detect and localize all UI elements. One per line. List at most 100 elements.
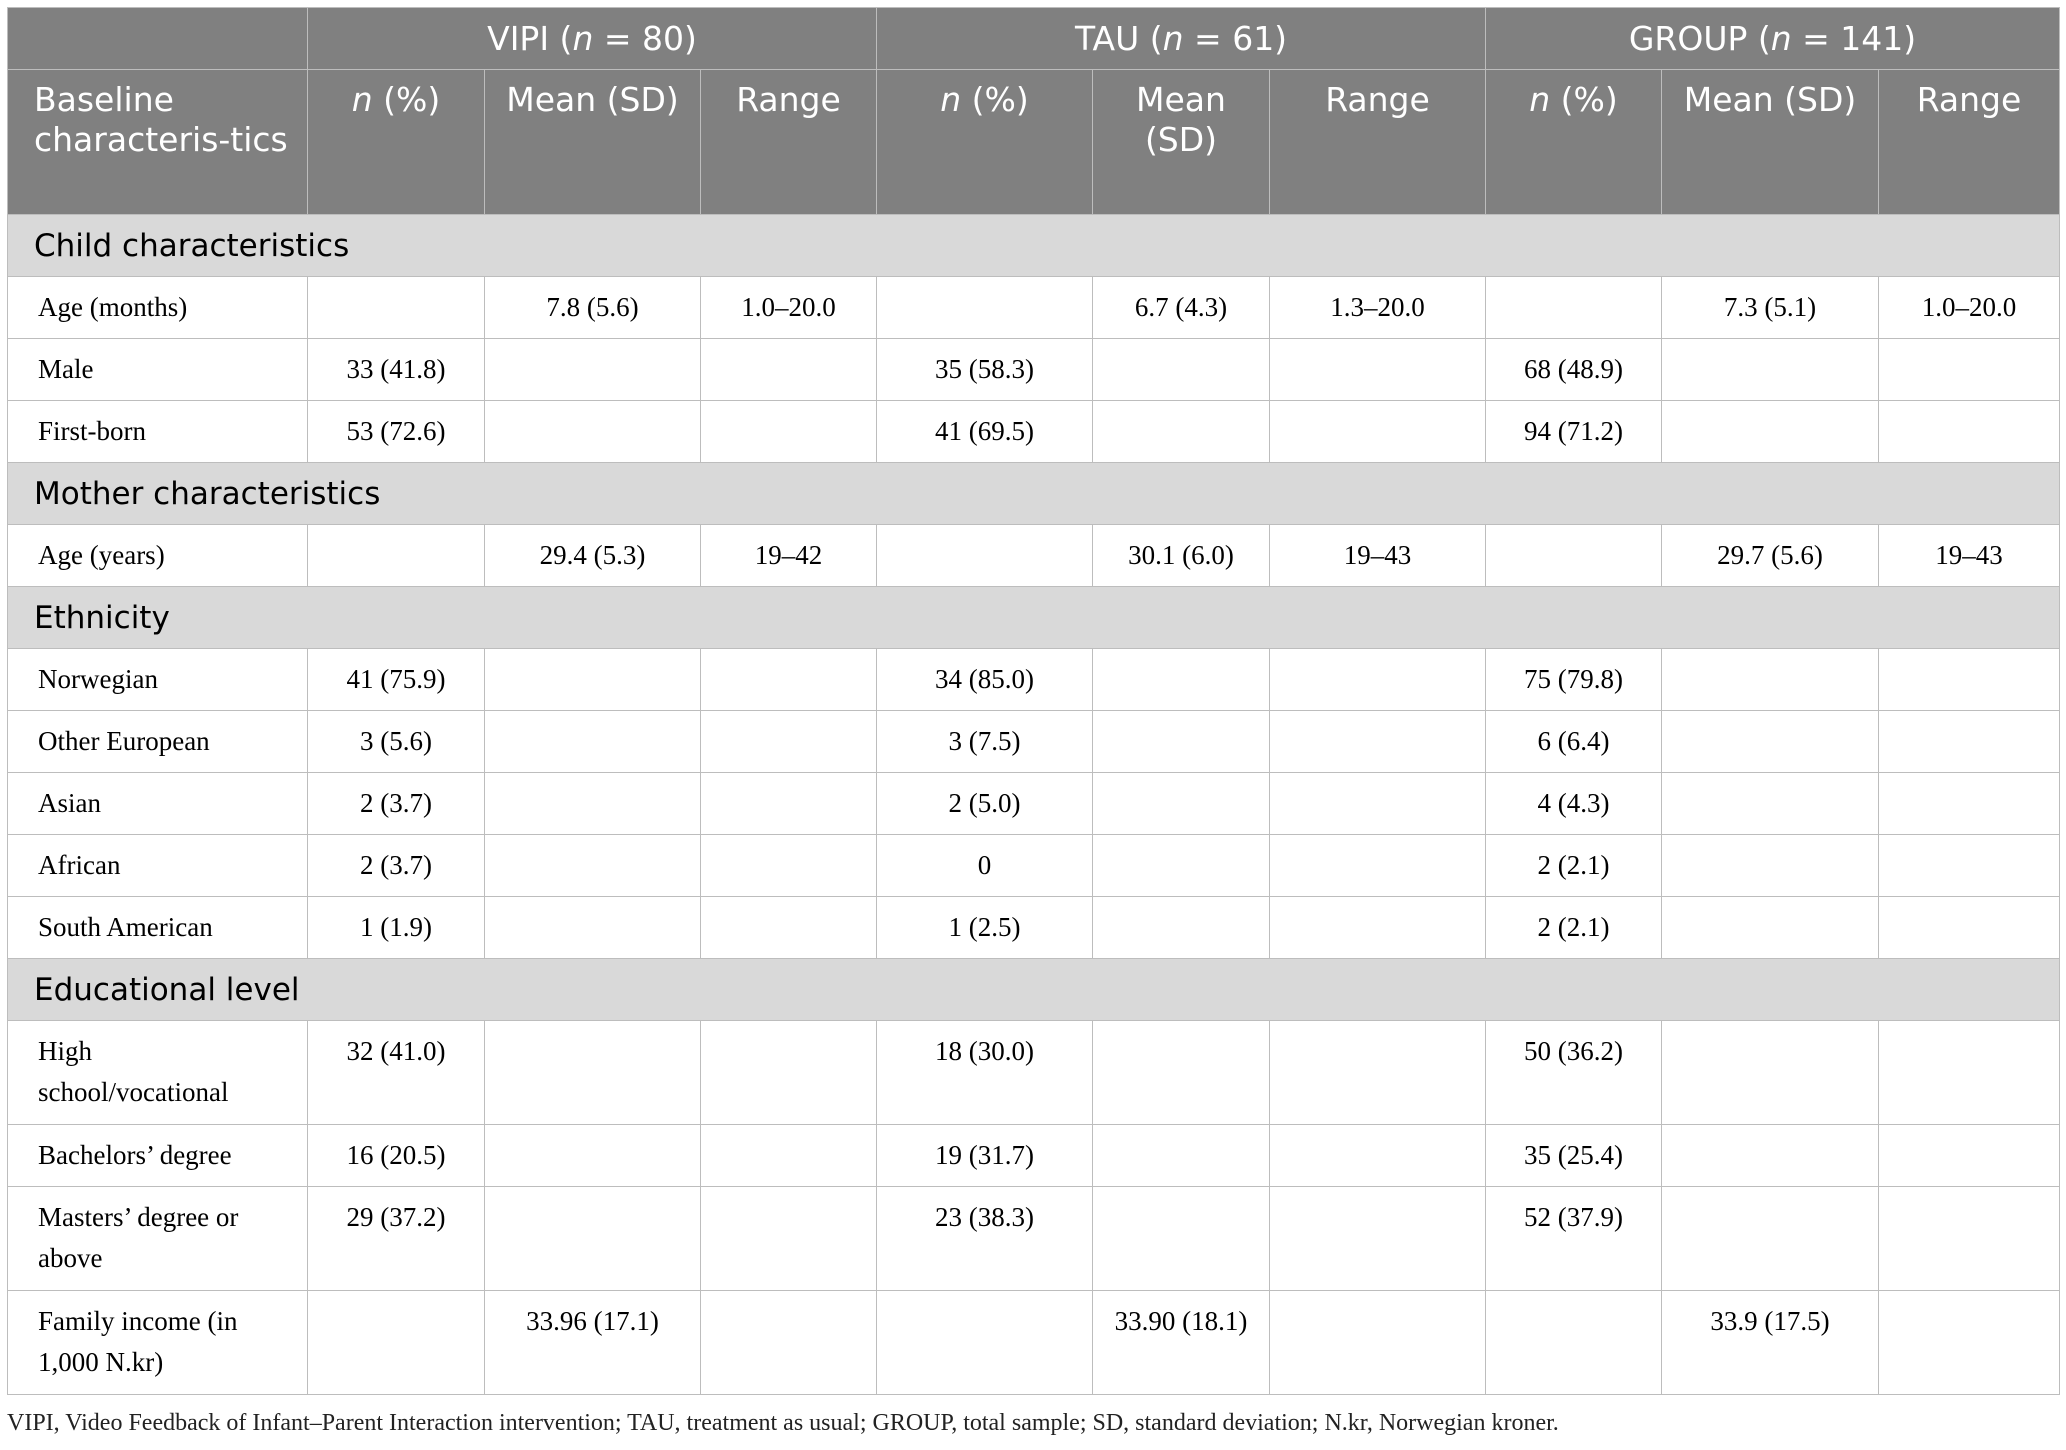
- cell: [1485, 1290, 1662, 1395]
- text-part: TAU (: [1074, 18, 1163, 58]
- cell: 52 (37.9): [1485, 1186, 1662, 1291]
- cell: 2 (5.0): [876, 772, 1093, 835]
- cell: [1269, 710, 1486, 773]
- cell: [1661, 896, 1879, 959]
- cell: [700, 400, 877, 463]
- cell: [484, 400, 701, 463]
- column-header-row: Baseline characteris-tics n (%) Mean (SD) R…: [7, 69, 2061, 215]
- text-part: = 141): [1791, 18, 1917, 58]
- cell: [700, 1124, 877, 1187]
- data-row: Masters’ degree or above 29 (37.2) 23 (38.…: [7, 1186, 2061, 1291]
- cell: 1 (2.5): [876, 896, 1093, 959]
- cell: 18 (30.0): [876, 1020, 1093, 1125]
- cell: [1092, 1186, 1270, 1291]
- italic-n: (%): [1550, 80, 1618, 119]
- section-row: Educational level: [6, 958, 2061, 1021]
- cell: [1269, 648, 1486, 711]
- column-header: Range: [1877, 69, 2061, 215]
- group-header-row: VIPI (n = 80) TAU (n = 61) GROUP (n = 141): [7, 7, 2061, 70]
- column-header: Range: [700, 69, 877, 215]
- cell: [1877, 648, 2061, 711]
- cell: 16 (20.5): [307, 1124, 485, 1187]
- data-row: South American 1 (1.9) 1 (2.5) 2 (2.1): [7, 896, 2061, 959]
- cell: [1661, 648, 1879, 711]
- italic-n: n: [351, 80, 373, 119]
- group-header: VIPI (n = 80): [307, 7, 877, 70]
- cell: 7.3 (5.1): [1661, 276, 1879, 339]
- cell: 53 (72.6): [307, 400, 485, 463]
- cell: 1.0–20.0: [1877, 276, 2061, 339]
- column-header: n (%): [876, 69, 1093, 215]
- corner-cell: [7, 7, 308, 70]
- data-row: African 2 (3.7) 0 2 (2.1): [7, 834, 2061, 897]
- cell: [1269, 1020, 1486, 1125]
- column-header: n (%): [1485, 69, 1662, 215]
- cell: 19–43: [1877, 524, 2061, 587]
- cell: [484, 1020, 701, 1125]
- row-label: South American: [7, 896, 308, 959]
- cell: 32 (41.0): [307, 1020, 485, 1125]
- text-part: GROUP (: [1628, 18, 1771, 58]
- section-title: Ethnicity: [6, 586, 2061, 649]
- row-label: Norwegian: [7, 648, 308, 711]
- cell: [484, 772, 701, 835]
- cell: [1092, 648, 1270, 711]
- data-row: Male 33 (41.8) 35 (58.3) 68 (48.9): [7, 338, 2061, 401]
- italic-n: (%): [961, 80, 1029, 119]
- cell: [876, 276, 1093, 339]
- cell: [307, 524, 485, 587]
- cell: 6 (6.4): [1485, 710, 1662, 773]
- cell: [307, 1290, 485, 1395]
- row-label: Asian: [7, 772, 308, 835]
- cell: [1661, 400, 1879, 463]
- cell: [1661, 1020, 1879, 1125]
- cell: 7.8 (5.6): [484, 276, 701, 339]
- cell: [484, 648, 701, 711]
- cell: 50 (36.2): [1485, 1020, 1662, 1125]
- cell: 34 (85.0): [876, 648, 1093, 711]
- cell: 2 (3.7): [307, 772, 485, 835]
- row-label: Bachelors’ degree: [7, 1124, 308, 1187]
- cell: [1661, 834, 1879, 897]
- cell: [1877, 896, 2061, 959]
- cell: [1269, 772, 1486, 835]
- group-header: TAU (n = 61): [876, 7, 1486, 70]
- column-header: n (%): [307, 69, 485, 215]
- cell: [700, 648, 877, 711]
- cell: [1269, 1186, 1486, 1291]
- cell: [1877, 1290, 2061, 1395]
- cell: 23 (38.3): [876, 1186, 1093, 1291]
- italic-n: n: [1529, 80, 1551, 119]
- cell: 1.3–20.0: [1269, 276, 1486, 339]
- baseline-table: VIPI (n = 80) TAU (n = 61) GROUP ( n = 141)…: [6, 7, 2061, 1395]
- cell: 1 (1.9): [307, 896, 485, 959]
- cell: [700, 772, 877, 835]
- data-row: Norwegian 41 (75.9) 34 (85.0) 75 (79.8): [7, 648, 2061, 711]
- cell: 94 (71.2): [1485, 400, 1662, 463]
- cell: 75 (79.8): [1485, 648, 1662, 711]
- cell: 29.4 (5.3): [484, 524, 701, 587]
- cell: 2 (2.1): [1485, 834, 1662, 897]
- cell: 1.0–20.0: [700, 276, 877, 339]
- row-header: Baseline characteris-tics: [7, 69, 308, 215]
- row-label: Age (years): [7, 524, 308, 587]
- data-row: High school/vocational 32 (41.0) 18 (30.0)…: [7, 1020, 2061, 1125]
- cell: [484, 1124, 701, 1187]
- data-row: Asian 2 (3.7) 2 (5.0) 4 (4.3): [7, 772, 2061, 835]
- column-header: Mean (SD): [484, 69, 701, 215]
- cell: [700, 338, 877, 401]
- cell: 6.7 (4.3): [1092, 276, 1270, 339]
- section-title: Mother characteristics: [6, 462, 2061, 525]
- cell: [700, 1290, 877, 1395]
- cell: [1092, 772, 1270, 835]
- data-row: Family income (in 1,000 N.kr) 33.96 (17.1…: [7, 1290, 2061, 1395]
- italic-n: n: [940, 80, 962, 119]
- text-part: VIPI (: [487, 18, 573, 58]
- cell: [700, 710, 877, 773]
- row-label: Family income (in 1,000 N.kr): [7, 1290, 308, 1395]
- data-row: Age (months) 7.8 (5.6) 1.0–20.0 6.7 (4.3) 1.…: [7, 276, 2061, 339]
- cell: [1092, 710, 1270, 773]
- data-row: Age (years) 29.4 (5.3) 19–42 30.1 (6.0) 19–4…: [7, 524, 2061, 587]
- row-label: High school/vocational: [7, 1020, 308, 1125]
- cell: 3 (5.6): [307, 710, 485, 773]
